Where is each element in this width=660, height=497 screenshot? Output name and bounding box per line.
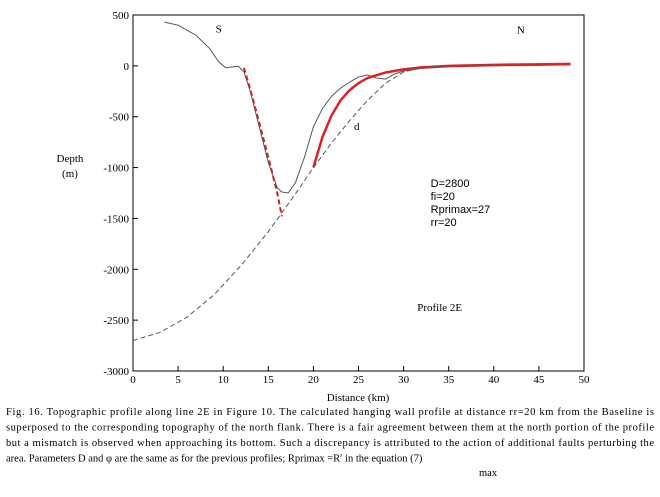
x-tick-label: 5 [175,374,181,386]
caption-line: superposed to the corresponding topograp… [6,423,654,434]
y-axis-label: Depth [57,153,84,165]
y-tick-label: -3000 [103,366,129,378]
x-axis-label: Distance (km) [327,392,390,404]
annotation: N [517,24,525,36]
x-tick-label: 40 [488,374,500,386]
y-tick-label: -2500 [103,315,129,327]
line-series [132,64,494,341]
axes-frame [132,14,585,372]
line-series [312,62,571,168]
annotation: S [216,23,222,35]
x-tick-label: 15 [263,374,275,386]
y-tick-label: -2000 [103,264,129,276]
x-tick-label: 10 [218,374,230,386]
annotation: Profile 2E [417,302,462,314]
y-tick-label: -500 [109,112,130,124]
caption-subscript: max [479,468,498,479]
x-tick-label: 35 [443,374,455,386]
y-tick-label: -1500 [103,213,129,225]
caption-line: area. Parameters D and φ are the same as… [6,454,423,465]
parameter: D=2800 [431,178,470,190]
parameter: rr=20 [431,217,457,229]
x-tick-label: 30 [398,374,410,386]
x-tick-label: 45 [533,374,545,386]
y-tick-label: -1000 [103,163,129,175]
line-series [164,21,571,194]
y-axis-label: (m) [62,168,78,180]
caption-line: but a mismatch is observed when approach… [6,438,654,449]
x-tick-label: 50 [579,374,591,386]
parameter: Rprimax=27 [431,204,491,216]
x-tick-label: 20 [308,374,320,386]
y-tick-label: 500 [113,10,130,22]
x-tick-label: 0 [130,374,136,386]
y-tick-label: 0 [124,61,130,73]
line-series [242,67,283,217]
x-tick-label: 25 [353,374,365,386]
parameter: fi=20 [431,191,455,203]
annotation: d [354,121,360,133]
caption-line: Fig. 16. Topographic profile along line … [6,407,654,418]
